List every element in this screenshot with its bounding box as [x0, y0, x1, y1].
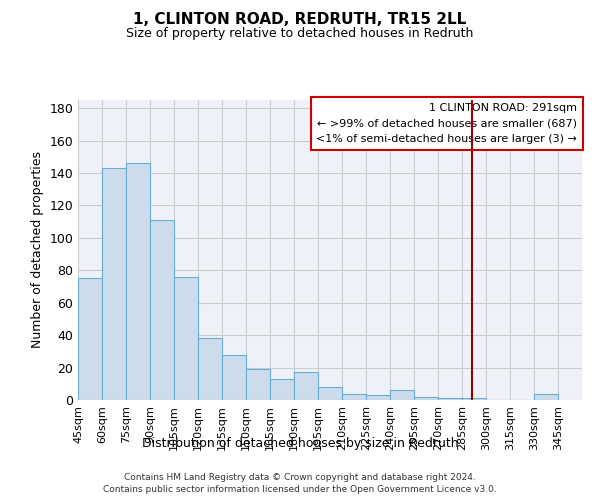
Bar [270, 379, 294, 400]
Bar [318, 387, 342, 400]
Y-axis label: Number of detached properties: Number of detached properties [31, 152, 44, 348]
Text: Contains HM Land Registry data © Crown copyright and database right 2024.: Contains HM Land Registry data © Crown c… [124, 472, 476, 482]
Bar [438, 398, 462, 400]
Text: 1, CLINTON ROAD, REDRUTH, TR15 2LL: 1, CLINTON ROAD, REDRUTH, TR15 2LL [133, 12, 467, 28]
Bar [534, 394, 558, 400]
Text: Size of property relative to detached houses in Redruth: Size of property relative to detached ho… [127, 28, 473, 40]
Bar [246, 369, 270, 400]
Bar [366, 395, 390, 400]
Bar [222, 354, 246, 400]
Bar [126, 163, 150, 400]
Bar [390, 390, 414, 400]
Bar [198, 338, 222, 400]
Bar [342, 394, 366, 400]
Bar [174, 277, 198, 400]
Bar [78, 278, 102, 400]
Text: 1 CLINTON ROAD: 291sqm
← >99% of detached houses are smaller (687)
<1% of semi-d: 1 CLINTON ROAD: 291sqm ← >99% of detache… [316, 103, 577, 144]
Bar [102, 168, 126, 400]
Bar [414, 397, 438, 400]
Bar [462, 398, 486, 400]
Text: Contains public sector information licensed under the Open Government Licence v3: Contains public sector information licen… [103, 485, 497, 494]
Text: Distribution of detached houses by size in Redruth: Distribution of detached houses by size … [142, 438, 458, 450]
Bar [150, 220, 174, 400]
Bar [294, 372, 318, 400]
